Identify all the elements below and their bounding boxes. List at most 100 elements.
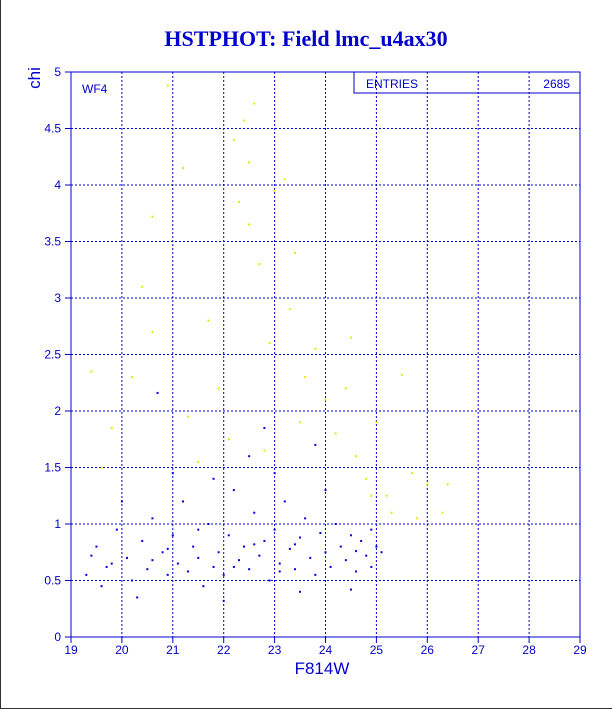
point xyxy=(197,528,200,531)
point xyxy=(349,534,352,537)
x-tick-label: 24 xyxy=(319,643,333,657)
point xyxy=(365,477,368,480)
point xyxy=(161,551,164,554)
x-tick-label: 25 xyxy=(370,643,384,657)
point xyxy=(166,84,169,87)
point xyxy=(227,438,230,441)
point xyxy=(278,562,281,565)
y-tick-label: 1.5 xyxy=(44,461,61,475)
x-tick-label: 22 xyxy=(217,643,231,657)
point xyxy=(125,556,128,559)
point xyxy=(243,119,246,122)
x-tick-label: 20 xyxy=(115,643,129,657)
x-tick-label: 28 xyxy=(522,643,536,657)
point xyxy=(304,517,307,520)
point xyxy=(146,568,149,571)
point xyxy=(344,387,347,390)
x-tick-label: 21 xyxy=(166,643,180,657)
point xyxy=(370,528,373,531)
point xyxy=(334,432,337,435)
y-tick-label: 4.5 xyxy=(44,122,61,136)
point xyxy=(349,588,352,591)
point xyxy=(390,511,393,514)
point xyxy=(212,477,215,480)
point xyxy=(136,596,139,599)
point xyxy=(370,565,373,568)
point xyxy=(273,189,276,192)
point xyxy=(227,534,230,537)
point xyxy=(258,263,261,266)
point xyxy=(360,539,363,542)
point xyxy=(248,455,251,458)
point xyxy=(253,543,256,546)
point xyxy=(110,562,113,565)
point xyxy=(355,550,358,553)
point xyxy=(273,472,276,475)
point xyxy=(95,545,98,548)
point xyxy=(314,573,317,576)
point xyxy=(232,489,235,492)
point xyxy=(319,532,322,535)
y-tick-label: 3 xyxy=(54,291,61,305)
y-tick-label: 0.5 xyxy=(44,574,61,588)
point xyxy=(441,511,444,514)
stats-value: 2685 xyxy=(543,77,570,91)
point xyxy=(299,590,302,593)
point xyxy=(105,565,108,568)
point xyxy=(273,528,276,531)
point xyxy=(176,562,179,565)
point xyxy=(385,494,388,497)
point xyxy=(283,500,286,503)
point xyxy=(416,517,419,520)
point xyxy=(90,554,93,557)
point xyxy=(181,500,184,503)
point xyxy=(151,517,154,520)
point xyxy=(309,556,312,559)
point xyxy=(288,547,291,550)
point xyxy=(90,370,93,373)
point xyxy=(344,559,347,562)
point xyxy=(151,330,154,333)
point xyxy=(237,559,240,562)
point xyxy=(151,215,154,218)
point xyxy=(268,342,271,345)
point xyxy=(375,545,378,548)
y-tick-label: 5 xyxy=(54,65,61,79)
point xyxy=(181,167,184,170)
point xyxy=(151,559,154,562)
point xyxy=(263,426,266,429)
point xyxy=(278,570,281,573)
point xyxy=(212,565,215,568)
annotation: WF4 xyxy=(82,82,108,96)
point xyxy=(263,449,266,452)
point xyxy=(314,443,317,446)
y-tick-label: 1 xyxy=(54,517,61,531)
point xyxy=(293,543,296,546)
point xyxy=(258,554,261,557)
y-tick-label: 0 xyxy=(54,630,61,644)
point xyxy=(355,570,358,573)
point xyxy=(100,466,103,469)
x-tick-label: 26 xyxy=(421,643,435,657)
point xyxy=(232,138,235,141)
y-tick-label: 2 xyxy=(54,404,61,418)
point xyxy=(283,178,286,181)
point xyxy=(192,545,195,548)
point xyxy=(217,551,220,554)
y-tick-label: 2.5 xyxy=(44,348,61,362)
point xyxy=(197,460,200,463)
point xyxy=(253,511,256,514)
point xyxy=(187,415,190,418)
point xyxy=(324,489,327,492)
point xyxy=(299,421,302,424)
point xyxy=(293,568,296,571)
point xyxy=(131,376,134,379)
point xyxy=(365,554,368,557)
point xyxy=(217,387,220,390)
point xyxy=(166,547,169,550)
point xyxy=(426,483,429,486)
point xyxy=(248,223,251,226)
point xyxy=(237,200,240,203)
